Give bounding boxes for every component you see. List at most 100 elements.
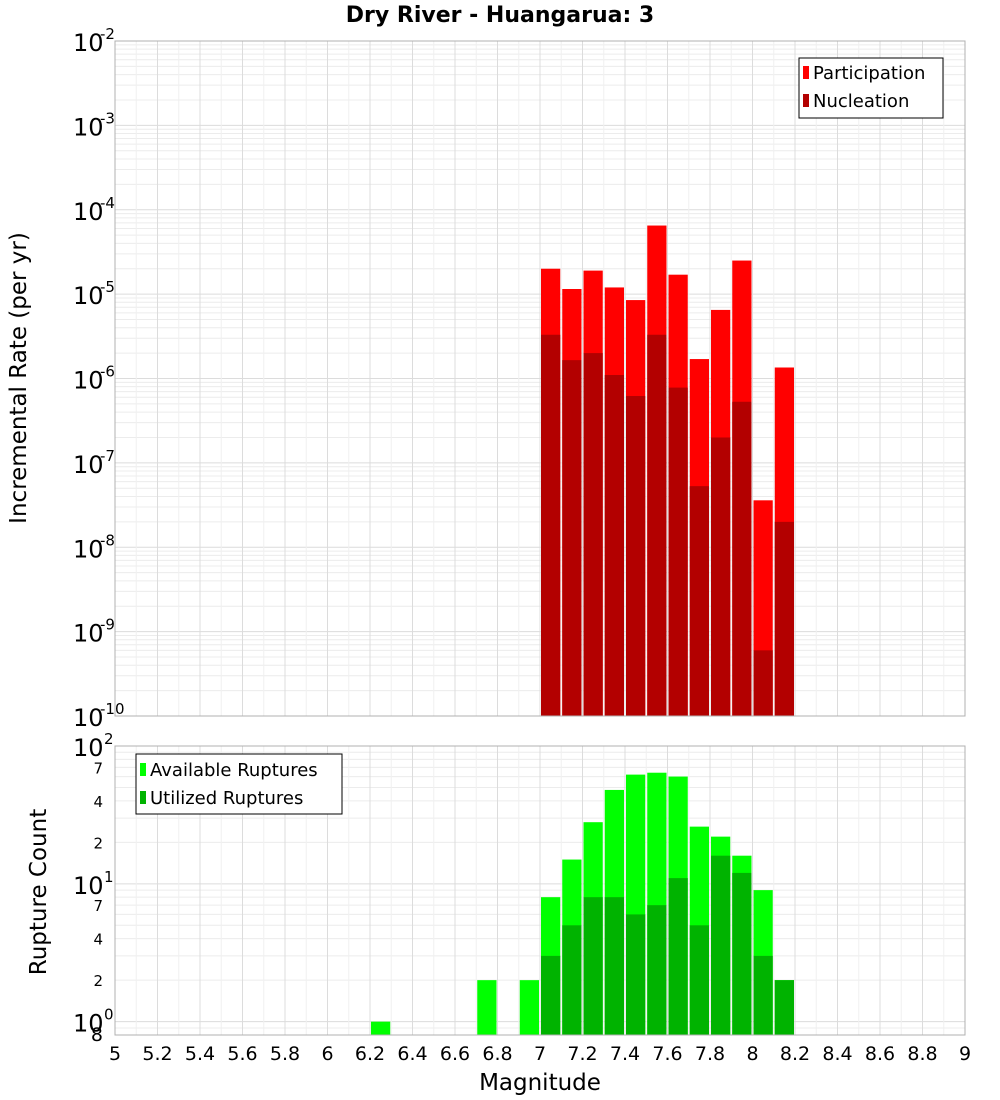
rate-y-tick-label: 10 [73, 451, 104, 479]
rate-bar-nucleation [626, 396, 646, 716]
count-bars [371, 772, 794, 1035]
rate-y-tick-exponent: -2 [100, 25, 115, 43]
rate-y-tick-label: 10 [73, 620, 104, 648]
x-tick-label: 8.8 [907, 1043, 937, 1065]
count-bar-utilized [647, 905, 667, 1035]
x-tick-label: 8.6 [865, 1043, 895, 1065]
rate-y-tick-label: 10 [73, 704, 104, 732]
count-y-tick-exponent: 2 [104, 730, 114, 748]
rate-bar-nucleation [541, 334, 561, 716]
rate-y-axis-label: Incremental Rate (per yr) [6, 232, 32, 524]
rate-bar-nucleation [604, 375, 624, 716]
rate-y-tick-exponent: -10 [100, 700, 125, 718]
rate-y-tick-exponent: -3 [100, 109, 115, 127]
x-tick-label: 5.2 [142, 1043, 172, 1065]
rate-bar-nucleation [647, 334, 667, 716]
x-axis-label: Magnitude [479, 1070, 601, 1096]
count-y-tick-label: 2 [93, 972, 103, 990]
rate-bar-nucleation [711, 437, 731, 716]
rate-y-tick-exponent: -6 [100, 363, 115, 381]
legend-swatch-utilized [140, 791, 146, 804]
count-bar-available [519, 980, 539, 1035]
x-tick-label: 8.4 [822, 1043, 852, 1065]
count-y-tick-label: 10 [73, 872, 104, 900]
rate-y-tick-exponent: -4 [100, 194, 115, 212]
count-y-tick-label: 2 [93, 834, 103, 852]
x-tick-label: 6.8 [482, 1043, 512, 1065]
rate-legend: Participation Nucleation [798, 57, 944, 119]
rate-y-tick-label: 10 [73, 113, 104, 141]
count-bar-available [477, 980, 497, 1035]
legend-label-utilized: Utilized Ruptures [150, 788, 303, 809]
rate-bar-nucleation [583, 353, 603, 716]
rate-y-tick-label: 10 [73, 367, 104, 395]
count-y-axis-label: Rupture Count [26, 809, 52, 975]
x-tick-label: 9 [959, 1043, 971, 1065]
rate-bars [541, 225, 794, 716]
rate-y-tick-label: 10 [73, 282, 104, 310]
x-tick-label: 7.8 [695, 1043, 725, 1065]
count-bar-utilized [668, 878, 688, 1035]
count-bar-utilized [541, 955, 561, 1035]
chart-title: Dry River - Huangarua: 3 [346, 3, 654, 28]
rate-y-tick-exponent: -7 [100, 447, 115, 465]
count-x-tick-labels: 5 5.2 5.4 5.6 5.8 6 6.2 6.4 6.6 6.8 7 7.2 7.4 7.6 7.8 8… [109, 1043, 971, 1065]
count-y-tick-label: 10 [73, 1010, 104, 1038]
rate-bar-nucleation [562, 360, 582, 716]
x-tick-label: 5.4 [185, 1043, 215, 1065]
count-bar-utilized [753, 955, 773, 1035]
count-bar-utilized [711, 855, 731, 1035]
count-bar-utilized [626, 914, 646, 1035]
rate-y-tick-label: 10 [73, 29, 104, 57]
count-bar-utilized [562, 925, 582, 1035]
x-tick-label: 7.4 [610, 1043, 640, 1065]
legend-swatch-participation [803, 66, 809, 79]
rate-bar-nucleation [668, 387, 688, 716]
count-gridlines [114, 745, 966, 1036]
x-tick-label: 5.8 [270, 1043, 300, 1065]
count-bar-utilized [774, 980, 794, 1035]
rate-plot-border [114, 40, 966, 717]
count-y-tick-exponent: 1 [104, 868, 114, 886]
x-tick-label: 5.6 [227, 1043, 257, 1065]
count-bar-utilized [583, 897, 603, 1035]
x-tick-label: 5 [109, 1043, 121, 1065]
x-tick-label: 7.2 [567, 1043, 597, 1065]
count-y-tick-label: 4 [93, 931, 103, 949]
count-y-tick-label: 8 [91, 1024, 103, 1046]
x-tick-label: 7.6 [652, 1043, 682, 1065]
rate-bar-nucleation [774, 521, 794, 716]
rate-y-tick-exponent: -8 [100, 531, 115, 549]
count-y-tick-label: 4 [93, 793, 103, 811]
count-bar-utilized [732, 872, 752, 1035]
x-tick-label: 6.2 [355, 1043, 385, 1065]
legend-swatch-nucleation [803, 94, 809, 107]
count-plot-border [114, 745, 966, 1036]
count-y-tick-label: 10 [73, 734, 104, 762]
rate-bar-nucleation [689, 486, 709, 716]
count-y-tick-label: 7 [93, 897, 103, 915]
legend-label-participation: Participation [813, 63, 925, 84]
legend-swatch-available [140, 763, 146, 776]
count-legend: Available Ruptures Utilized Ruptures [135, 753, 343, 815]
rate-gridlines [114, 41, 966, 717]
count-y-tick-label: 7 [93, 759, 103, 777]
rate-bar-nucleation [732, 401, 752, 716]
x-tick-label: 8.2 [780, 1043, 810, 1065]
legend-label-nucleation: Nucleation [813, 91, 909, 112]
legend-label-available: Available Ruptures [150, 760, 318, 781]
x-tick-label: 6 [321, 1043, 333, 1065]
rate-y-tick-label: 10 [73, 198, 104, 226]
count-bar-available [371, 1021, 391, 1035]
count-bar-utilized [604, 897, 624, 1035]
x-tick-label: 6.4 [397, 1043, 427, 1065]
rate-y-tick-label: 10 [73, 535, 104, 563]
x-tick-label: 7 [534, 1043, 546, 1065]
rate-y-tick-exponent: -5 [100, 278, 115, 296]
count-y-tick-exponent: 0 [104, 1006, 114, 1024]
x-tick-label: 8 [746, 1043, 758, 1065]
rate-bar-nucleation [753, 650, 773, 716]
